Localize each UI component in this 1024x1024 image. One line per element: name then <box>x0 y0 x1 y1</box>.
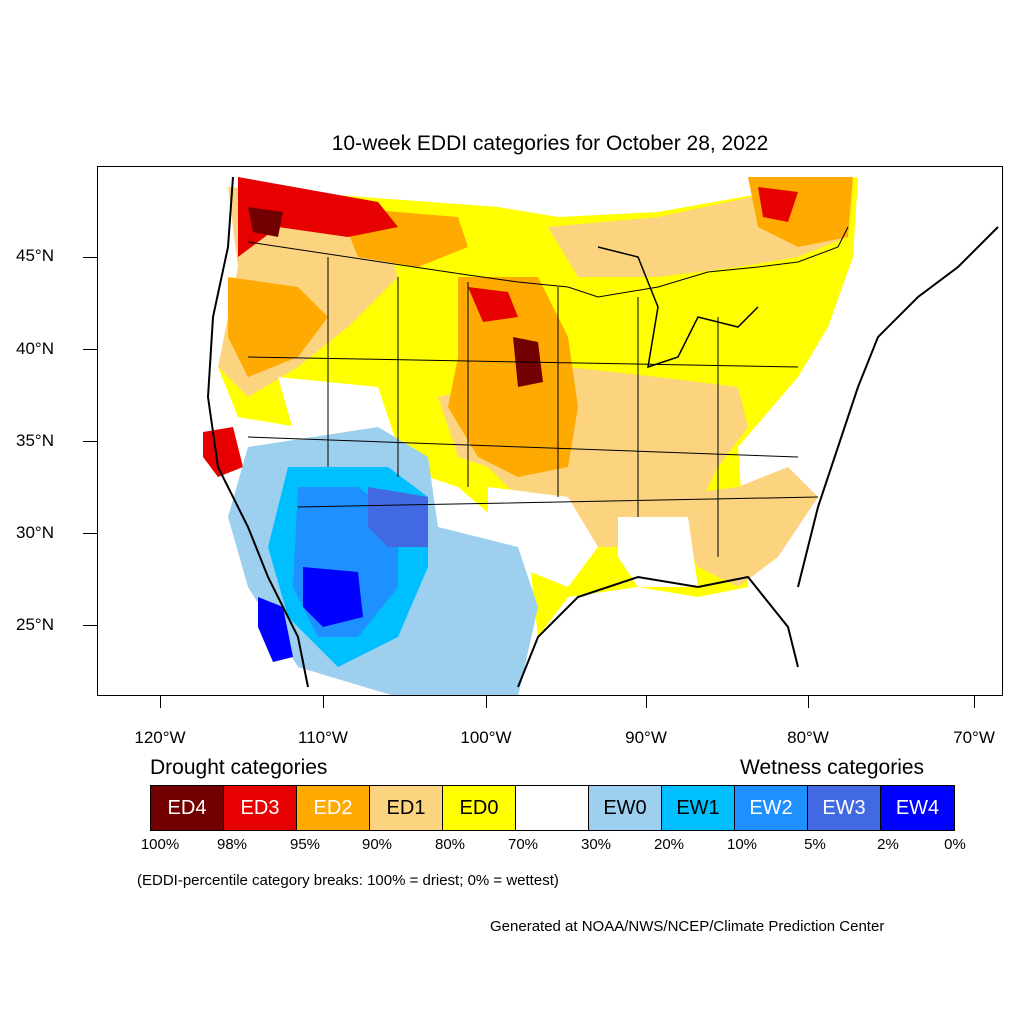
map-frame <box>97 166 1003 696</box>
region-ed2-plains <box>448 277 578 477</box>
credit-line: Generated at NOAA/NWS/NCEP/Climate Predi… <box>490 918 885 935</box>
coastline-gulf <box>517 575 799 688</box>
legend-swatch-ed1: ED1 <box>370 786 443 830</box>
legend-swatch-ew3: EW3 <box>808 786 881 830</box>
legend-swatch-ew0: EW0 <box>589 786 662 830</box>
lat-label-30: 30°N <box>16 523 54 542</box>
lat-label-35: 35°N <box>16 431 54 450</box>
region-ed3-california <box>203 427 243 477</box>
lon-tick <box>323 696 324 708</box>
break-label: 20% <box>653 836 685 853</box>
region-ew4-baja <box>258 597 293 662</box>
category-break-note: (EDDI-percentile category breaks: 100% =… <box>137 872 559 889</box>
legend-swatch-ew4: EW4 <box>881 786 954 830</box>
legend-swatch-ed4: ED4 <box>151 786 224 830</box>
lat-label-40: 40°N <box>16 339 54 358</box>
lat-tick <box>83 441 97 442</box>
region-ew3-newmexico <box>368 487 428 547</box>
break-label: 2% <box>877 836 899 853</box>
legend-color-bar: ED4 ED3 ED2 ED1 ED0 EW0 EW1 EW2 EW3 EW4 <box>150 785 955 831</box>
drought-heading: Drought categories <box>150 756 328 779</box>
break-label: 98% <box>216 836 248 853</box>
coastline-west <box>206 176 309 688</box>
lat-tick <box>83 533 97 534</box>
break-label: 90% <box>361 836 393 853</box>
lon-label-100: 100°W <box>460 728 512 747</box>
break-label: 80% <box>434 836 466 853</box>
region-ed3-northeast <box>758 187 798 222</box>
us-canada-border <box>247 226 849 298</box>
break-label: 10% <box>726 836 758 853</box>
lat-label-25: 25°N <box>16 615 54 634</box>
region-ew4-sonora <box>303 567 363 627</box>
eddi-map <box>203 176 999 695</box>
region-normal-gulf <box>618 517 698 587</box>
lon-tick <box>160 696 161 708</box>
lon-tick <box>974 696 975 708</box>
lon-tick <box>808 696 809 708</box>
lat-tick <box>83 349 97 350</box>
lon-label-70: 70°W <box>953 728 995 747</box>
coastline-east <box>797 226 999 588</box>
lat-label-45: 45°N <box>16 246 54 265</box>
legend-swatch-ew2: EW2 <box>735 786 808 830</box>
lon-tick <box>486 696 487 708</box>
break-label: 0% <box>944 836 966 853</box>
break-label: 70% <box>507 836 539 853</box>
state-lines <box>247 257 819 557</box>
lon-label-120: 120°W <box>134 728 186 747</box>
region-ed1-southeast <box>658 467 818 587</box>
lon-label-110: 110°W <box>298 728 348 747</box>
legend-swatch-ed0: ED0 <box>443 786 516 830</box>
region-ed2-west <box>228 277 328 377</box>
region-ed4-northwest <box>248 207 283 237</box>
break-label: 5% <box>804 836 826 853</box>
legend-swatch-normal <box>516 786 589 830</box>
break-label: 95% <box>289 836 321 853</box>
lon-tick <box>646 696 647 708</box>
map-regions <box>203 177 858 695</box>
lon-label-90: 90°W <box>625 728 667 747</box>
region-ed3-northwest <box>238 177 398 257</box>
lat-tick <box>83 257 97 258</box>
break-label: 100% <box>140 836 180 853</box>
lat-tick <box>83 625 97 626</box>
great-lakes <box>597 246 759 369</box>
break-label: 30% <box>580 836 612 853</box>
legend-swatch-ed3: ED3 <box>224 786 297 830</box>
legend-swatch-ew1: EW1 <box>662 786 735 830</box>
legend-swatch-ed2: ED2 <box>297 786 370 830</box>
map-title: 10-week EDDI categories for October 28, … <box>331 132 769 155</box>
wetness-heading: Wetness categories <box>740 756 925 779</box>
lon-label-80: 80°W <box>787 728 829 747</box>
boundary-lines <box>206 176 999 688</box>
region-ed3-dakota <box>468 287 518 322</box>
